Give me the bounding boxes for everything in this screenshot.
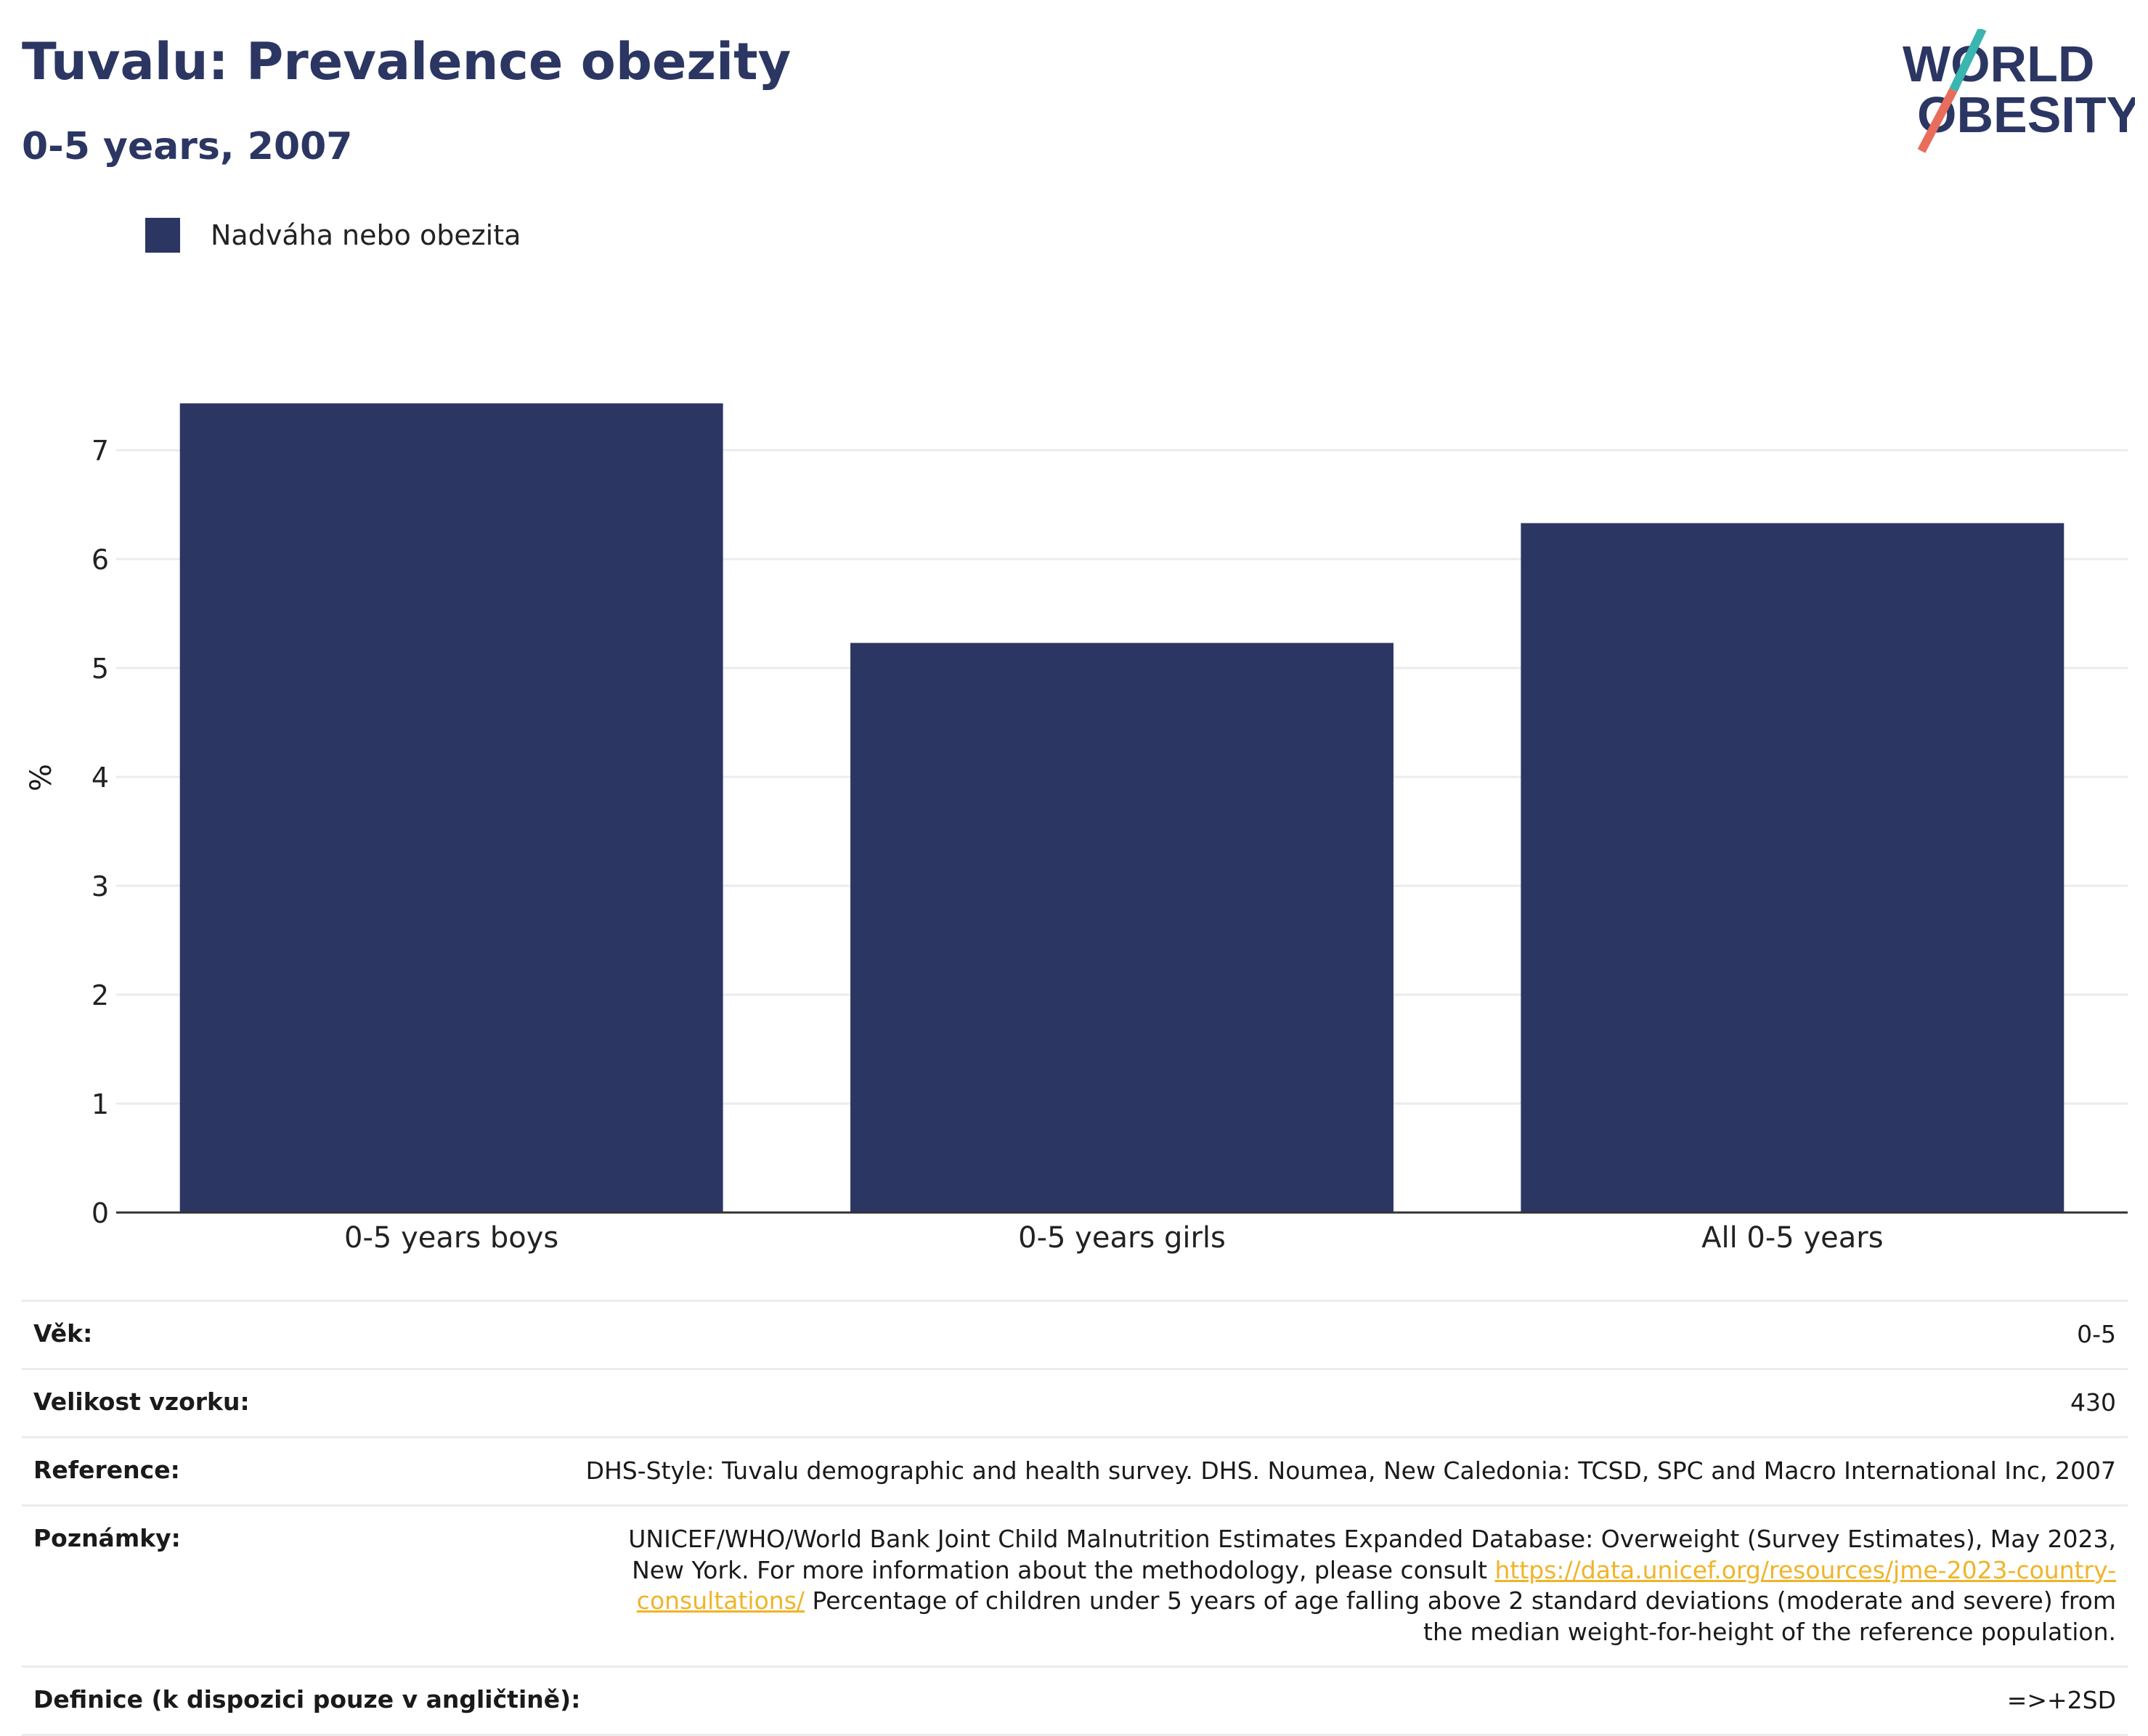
- info-key-reference: Reference:: [33, 1455, 180, 1484]
- info-row-sample: Velikost vzorku: 430: [22, 1367, 2128, 1436]
- info-row-definition: Definice (k dispozici pouze v angličtině…: [22, 1666, 2128, 1736]
- info-table: Věk: 0-5 Velikost vzorku: 430 Reference:…: [22, 1300, 2128, 1736]
- info-row-notes: Poznámky: UNICEF/WHO/World Bank Joint Ch…: [22, 1504, 2128, 1666]
- y-tick-label: 7: [91, 435, 109, 467]
- info-key-sample: Velikost vzorku:: [33, 1387, 250, 1416]
- info-val-age: 0-5: [2077, 1320, 2116, 1348]
- legend-swatch: [145, 218, 180, 253]
- x-tick-label: All 0-5 years: [1701, 1221, 1883, 1255]
- y-tick-label: 1: [91, 1088, 109, 1120]
- y-tick-label: 2: [91, 979, 109, 1011]
- chart-subtitle: 0-5 years, 2007: [22, 125, 353, 168]
- world-obesity-logo: WORLD OBESITY: [1903, 29, 2135, 153]
- info-val-sample: 430: [2070, 1387, 2116, 1417]
- info-key-age: Věk:: [33, 1319, 93, 1348]
- y-tick-label: 6: [91, 544, 109, 576]
- y-tick-label: 3: [91, 871, 109, 902]
- logo-teal-stroke: [1949, 29, 1987, 92]
- notes-text-post: Percentage of children under 5 years of …: [805, 1586, 2117, 1647]
- bar-chart: 0 1 2 3 4 5 6 7 0-5 years boys 0-5 years girls All…: [91, 403, 2128, 1255]
- y-tick-label: 5: [91, 653, 109, 685]
- notes-text-pre: UNICEF/WHO/World Bank Joint Child Malnut…: [628, 1524, 2116, 1584]
- info-row-age: Věk: 0-5: [22, 1300, 2128, 1368]
- legend: Nadváha nebo obezita: [145, 218, 521, 253]
- y-tick-label: 0: [91, 1197, 109, 1229]
- x-tick-label: 0-5 years girls: [1018, 1221, 1226, 1255]
- info-row-reference: Reference: DHS-Style: Tuvalu demographic…: [22, 1435, 2128, 1504]
- logo-line1: WORLD: [1903, 36, 2094, 92]
- methodology-link[interactable]: https://data.unicef.org/resources/jme-20…: [636, 1555, 2116, 1615]
- logo-coral-stroke: [1917, 88, 1958, 153]
- bar: [179, 403, 723, 1213]
- bar: [1521, 523, 2064, 1213]
- info-val-reference: DHS-Style: Tuvalu demographic and health…: [585, 1456, 2116, 1485]
- chart-title: Tuvalu: Prevalence obezity: [22, 32, 792, 91]
- info-val-notes: UNICEF/WHO/World Bank Joint Child Malnut…: [606, 1524, 2116, 1649]
- x-tick-label: 0-5 years boys: [344, 1221, 558, 1255]
- y-tick-label: 4: [91, 762, 109, 794]
- legend-label: Nadváha nebo obezita: [211, 219, 521, 251]
- bar: [850, 643, 1394, 1213]
- info-key-definition: Definice (k dispozici pouze v angličtině…: [33, 1685, 581, 1714]
- info-val-definition: =>+2SD: [2006, 1686, 2116, 1715]
- info-key-notes: Poznámky:: [33, 1523, 181, 1552]
